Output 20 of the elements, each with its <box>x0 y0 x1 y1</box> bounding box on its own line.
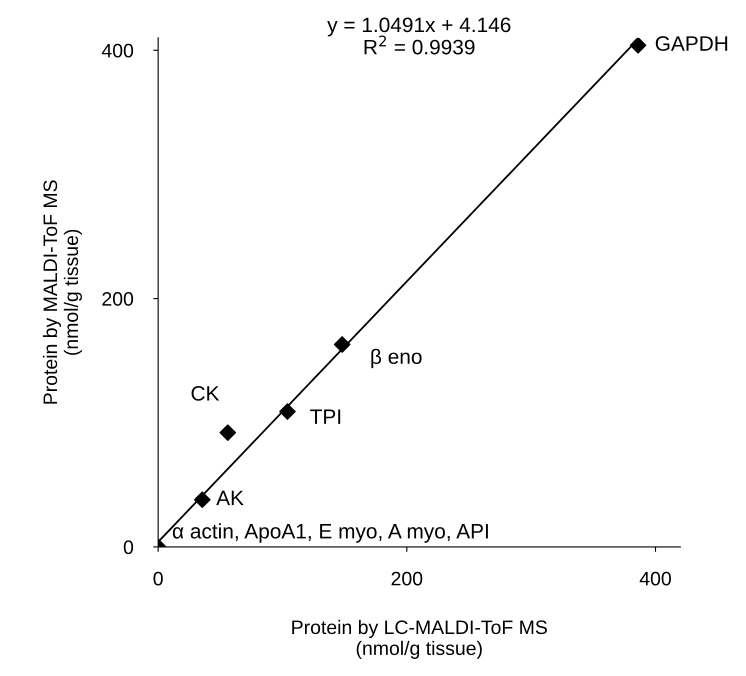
annotation: β eno <box>371 348 422 368</box>
y-tick-label: 200 <box>102 292 134 306</box>
annotation: α actin, ApoA1, E myo, A myo, API <box>172 523 488 543</box>
y-tick-label: 400 <box>102 44 134 58</box>
annotation: GAPDH <box>656 36 728 51</box>
x-axis-title: Protein by LC-MALDI-ToF MS (nmol/g tissue) <box>292 620 547 659</box>
x-tick-label: 200 <box>392 572 422 586</box>
x-tick-label: 0 <box>154 572 163 586</box>
annotation: CK <box>192 386 220 401</box>
x-tick-label: 400 <box>640 572 671 586</box>
point <box>279 403 296 420</box>
point <box>194 491 211 508</box>
y-tick-label: 0 <box>124 540 134 554</box>
y-axis-title: Protein by MALDI-ToF MS (nmol/g tissue) <box>42 180 82 404</box>
annotation: TPI <box>310 410 340 424</box>
point <box>219 424 236 441</box>
annotation: AK <box>216 490 244 506</box>
point <box>334 336 350 353</box>
point <box>630 38 646 54</box>
annotation: y = 1.0491x + 4.146 R$^{2}$ = 0.9939 <box>327 17 510 55</box>
